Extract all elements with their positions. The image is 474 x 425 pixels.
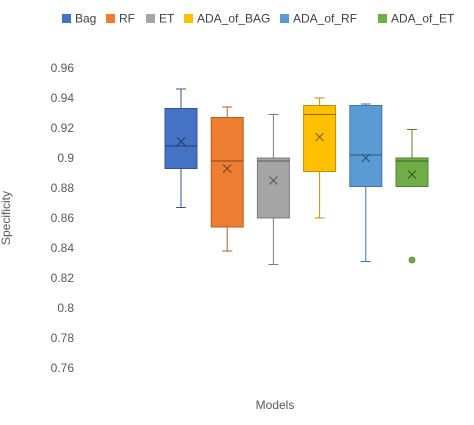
mean-marker xyxy=(222,164,232,173)
legend-swatch xyxy=(106,14,115,23)
legend-swatch xyxy=(62,14,71,23)
box-rf xyxy=(210,106,244,252)
y-tick-label: 0.92 xyxy=(51,121,75,135)
box-ada-of-bag xyxy=(303,97,337,219)
y-tick-label: 0.9 xyxy=(57,151,74,165)
legend-label: Bag xyxy=(75,12,96,26)
iqr-box xyxy=(210,117,244,228)
legend-label: ET xyxy=(159,12,175,26)
legend-label: ADA_of_RF xyxy=(293,12,357,26)
mean-marker xyxy=(407,170,417,179)
x-axis-title: Models xyxy=(256,398,295,412)
y-tick-label: 0.82 xyxy=(51,271,75,285)
mean-marker xyxy=(361,153,371,163)
legend-label: ADA_of_BAG xyxy=(197,12,270,26)
y-tick-label: 0.76 xyxy=(51,361,75,375)
legend-label: RF xyxy=(119,12,135,26)
legend-swatch xyxy=(146,14,155,23)
box-ada-of-rf xyxy=(349,103,383,262)
legend-swatch xyxy=(280,14,289,23)
outlier-point xyxy=(408,256,416,264)
plot-area xyxy=(164,88,429,265)
mean-marker xyxy=(176,137,186,146)
mean-marker xyxy=(269,176,278,185)
box-ada-of-et xyxy=(395,129,429,264)
y-tick-label: 0.94 xyxy=(51,91,75,105)
legend-swatch xyxy=(184,14,193,23)
iqr-box xyxy=(256,157,290,219)
legend-swatch xyxy=(378,14,387,23)
iqr-box xyxy=(395,157,429,187)
y-tick-label: 0.88 xyxy=(51,181,75,195)
y-tick-label: 0.84 xyxy=(51,241,75,255)
iqr-box xyxy=(303,105,337,172)
y-axis-title: Specificity xyxy=(0,191,13,245)
legend-label: ADA_of_ET xyxy=(391,12,455,26)
y-tick-label: 0.8 xyxy=(57,301,74,315)
legend: Bag RF ET ADA_of_BAG ADA_of_RF ADA_of_ET xyxy=(62,12,455,26)
y-tick-label: 0.78 xyxy=(51,331,75,345)
box-bag xyxy=(164,88,198,208)
y-tick-label: 0.96 xyxy=(51,61,75,75)
mean-marker xyxy=(315,132,324,142)
iqr-box xyxy=(349,105,383,187)
y-tick-label: 0.86 xyxy=(51,211,75,225)
iqr-box xyxy=(164,108,198,169)
box-et xyxy=(256,114,290,265)
y-axis: 0.76 0.78 0.8 0.82 0.84 0.86 0.88 0.9 0.92 0.94 0.… xyxy=(51,61,75,375)
